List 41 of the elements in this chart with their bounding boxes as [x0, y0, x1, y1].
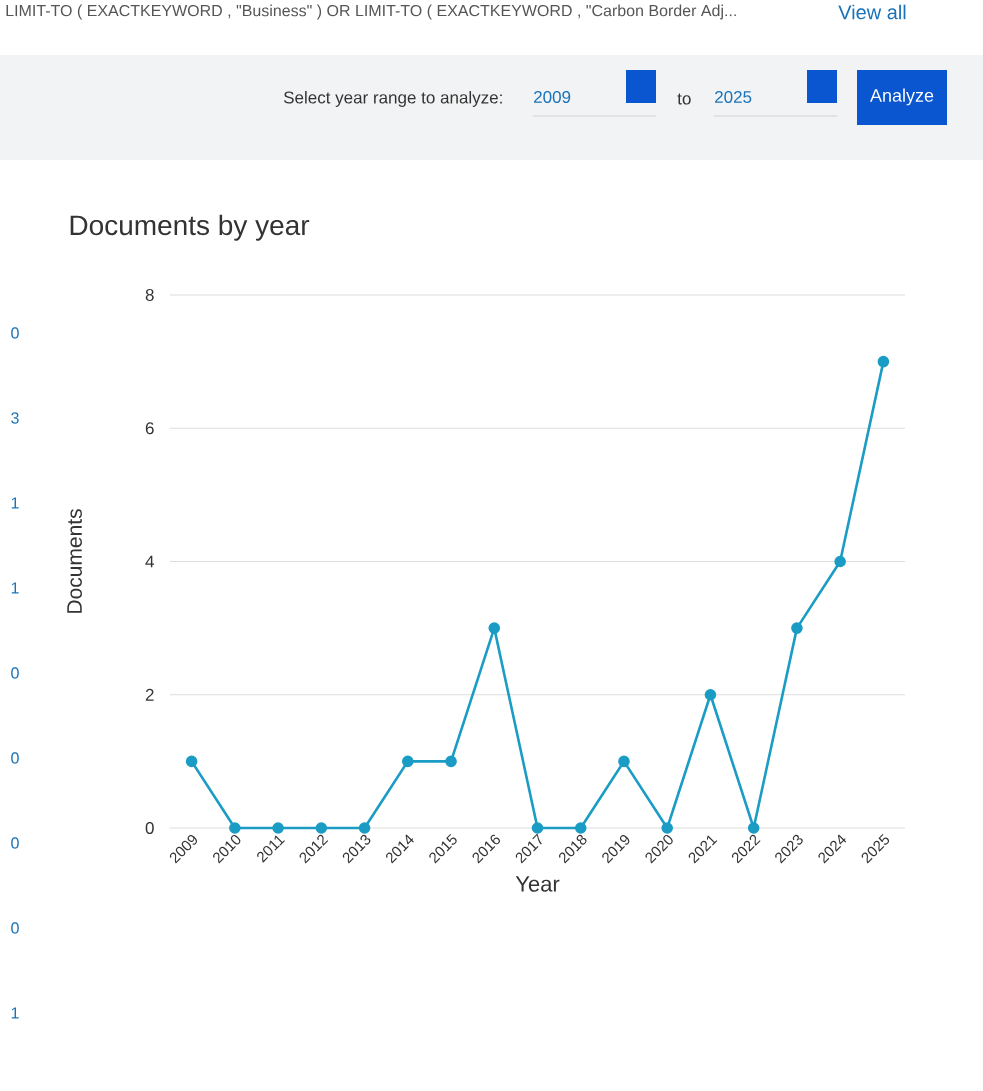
y-tick-label: 8: [145, 288, 154, 302]
y-axis-title: Documents: [67, 509, 82, 613]
point: [618, 755, 630, 768]
text: 0: [11, 327, 19, 339]
text: 2025: [715, 90, 752, 104]
point: [185, 755, 198, 768]
y-tick-label: 0: [145, 821, 154, 835]
point: [229, 822, 241, 834]
text: 2009: [534, 90, 571, 104]
y-tick-label: 2: [145, 688, 154, 701]
text: View all: [838, 4, 906, 20]
text: 1: [11, 1007, 19, 1019]
point: [488, 622, 501, 634]
point: [531, 822, 544, 834]
point: [834, 555, 846, 568]
point: [401, 755, 414, 768]
text: Analyze: [870, 88, 934, 106]
point: [272, 822, 284, 834]
text: to: [677, 93, 691, 105]
point: [445, 755, 457, 768]
point: [877, 355, 890, 368]
point: [574, 822, 587, 834]
point: [315, 822, 328, 834]
text: 3: [11, 412, 19, 424]
text: 1: [11, 582, 19, 594]
x-axis-title: Year: [515, 876, 560, 892]
text: 0: [11, 837, 19, 849]
point: [661, 822, 674, 834]
text: LIMIT-TO ( EXACTKEYWORD , "Business" ) OR LIMIT-TO ( EXACTKEYWORD , "Carbon Border Adj...: [6, 4, 736, 20]
text: 0: [11, 667, 19, 679]
point: [747, 822, 760, 834]
chart-title: Documents by year: [70, 214, 310, 241]
point: [358, 822, 371, 834]
y-tick-label: 6: [145, 422, 154, 435]
point: [704, 688, 717, 701]
point: [791, 622, 803, 634]
text: 0: [11, 752, 19, 764]
text: 0: [11, 922, 19, 934]
text: Select year range to analyze:: [283, 91, 502, 107]
text: 1: [11, 497, 19, 509]
y-tick-label: 4: [145, 555, 154, 568]
